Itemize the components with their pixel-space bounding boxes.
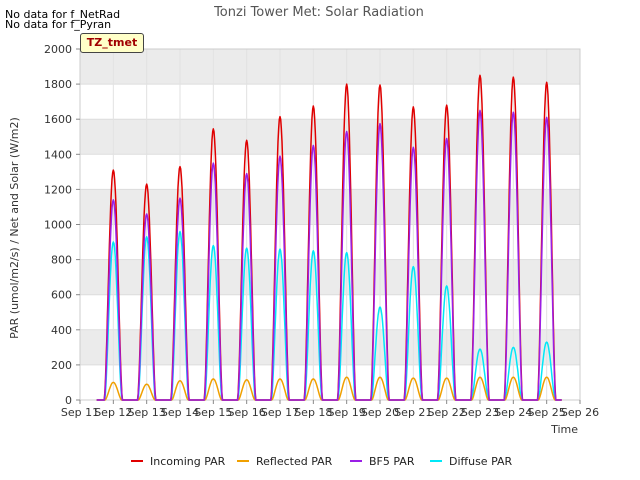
background-band: [80, 49, 580, 85]
series-line-bf5-par: [96, 109, 562, 401]
y-tick-label: 1400: [44, 148, 72, 161]
background-band: [80, 189, 580, 225]
background-band: [80, 119, 580, 155]
y-tick-label: 1800: [44, 78, 72, 91]
x-tick-label: Sep 16: [228, 406, 266, 419]
series-line-reflected-par: [96, 376, 562, 401]
legend-label: Reflected PAR: [256, 455, 333, 468]
legend-label: Incoming PAR: [150, 455, 226, 468]
chart-title: Tonzi Tower Met: Solar Radiation: [213, 5, 424, 20]
y-axis: 0 200 400 600 800 1000 1200 1400 1600 1800 2000: [44, 43, 80, 407]
x-tick-label: Sep 15: [194, 406, 232, 419]
y-tick-label: 1000: [44, 219, 72, 232]
y-tick-label: 600: [51, 289, 72, 302]
x-tick-label: Sep 21: [394, 406, 432, 419]
no-data-note-netrad: No data for f_NetRad: [5, 8, 121, 21]
legend-label: Diffuse PAR: [449, 455, 513, 468]
y-tick-label: 1600: [44, 113, 72, 126]
y-tick-label: 400: [51, 324, 72, 337]
x-tick-label: Sep 20: [361, 406, 399, 419]
no-data-note-pyran: No data for f_Pyran: [5, 18, 112, 31]
y-tick-label: 800: [51, 254, 72, 267]
y-tick-label: 0: [65, 394, 72, 407]
series-layer: [96, 74, 562, 401]
x-tick-label: Sep 26: [561, 406, 599, 419]
background-band: [80, 259, 580, 295]
x-tick-label: Sep 24: [494, 406, 532, 419]
legend-label: BF5 PAR: [369, 455, 415, 468]
x-tick-label: Sep 17: [261, 406, 299, 419]
x-tick-label: Sep 22: [428, 406, 466, 419]
y-tick-label: 2000: [44, 43, 72, 56]
background-bands: [80, 49, 580, 365]
background-band: [80, 329, 580, 365]
y-tick-label: 200: [51, 359, 72, 372]
y-axis-label: PAR (umol/m2/s) / Net and Solar (W/m2): [8, 117, 21, 339]
x-tick-label: Sep 23: [461, 406, 499, 419]
x-tick-label: Sep 12: [94, 406, 132, 419]
x-tick-label: Sep 25: [528, 406, 566, 419]
x-tick-label: Sep 13: [128, 406, 166, 419]
x-tick-label: Sep 11: [61, 406, 99, 419]
x-tick-label: Sep 14: [161, 406, 199, 419]
series-line-diffuse-par: [96, 230, 562, 401]
x-tick-label: Sep 18: [294, 406, 332, 419]
legend: Incoming PAR Reflected PAR BF5 PAR Diffuse …: [131, 455, 513, 468]
x-axis-label: Time: [550, 423, 578, 436]
y-tick-label: 1200: [44, 183, 72, 196]
site-badge: TZ_tmet: [80, 33, 144, 53]
x-tick-label: Sep 19: [328, 406, 366, 419]
